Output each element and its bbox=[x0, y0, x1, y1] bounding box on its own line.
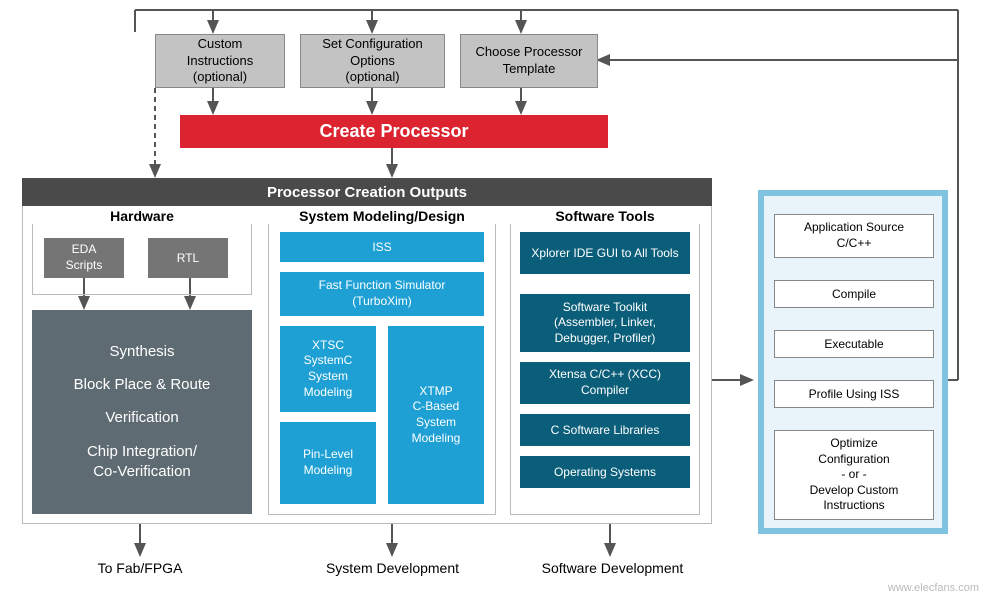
rtl-box: RTL bbox=[148, 238, 228, 278]
hardware-output-label: To Fab/FPGA bbox=[98, 560, 183, 576]
xcc-box: Xtensa C/C++ (XCC) Compiler bbox=[520, 362, 690, 404]
os-box: Operating Systems bbox=[520, 456, 690, 488]
xtsc-label: XTSC SystemC System Modeling bbox=[304, 338, 353, 400]
choose-template-box: Choose Processor Template bbox=[460, 34, 598, 88]
toolkit-label: Software Toolkit (Assembler, Linker, Deb… bbox=[554, 300, 656, 347]
hardware-output: To Fab/FPGA bbox=[60, 560, 220, 576]
watermark: www.elecfans.com bbox=[888, 582, 979, 594]
libs-label: C Software Libraries bbox=[551, 423, 660, 437]
chip-integration-label: Chip Integration/ Co-Verification bbox=[87, 442, 197, 481]
compile-box: Compile bbox=[774, 280, 934, 308]
swtools-output-label: Software Development bbox=[542, 560, 684, 576]
rtl-label: RTL bbox=[177, 251, 199, 265]
choose-template-label: Choose Processor Template bbox=[476, 44, 583, 78]
xtmp-box: XTMP C-Based System Modeling bbox=[388, 326, 484, 504]
sysmodel-output: System Development bbox=[300, 560, 485, 576]
optimize-label: Optimize Configuration - or - Develop Cu… bbox=[810, 436, 899, 514]
sysmodel-title: System Modeling/Design bbox=[268, 208, 496, 224]
iss-label: ISS bbox=[372, 240, 391, 254]
hardware-title-label: Hardware bbox=[110, 208, 174, 224]
swtools-title-label: Software Tools bbox=[555, 208, 654, 224]
create-processor-box: Create Processor bbox=[180, 115, 608, 148]
outputs-header-label: Processor Creation Outputs bbox=[267, 184, 467, 201]
block-place-route-label: Block Place & Route bbox=[74, 376, 211, 393]
xcc-label: Xtensa C/C++ (XCC) Compiler bbox=[549, 367, 661, 398]
xtmp-label: XTMP C-Based System Modeling bbox=[412, 384, 461, 446]
toolkit-box: Software Toolkit (Assembler, Linker, Deb… bbox=[520, 294, 690, 352]
eda-scripts-label: EDA Scripts bbox=[66, 242, 103, 273]
ffs-box: Fast Function Simulator (TurboXim) bbox=[280, 272, 484, 316]
custom-instructions-box: Custom Instructions (optional) bbox=[155, 34, 285, 88]
set-config-box: Set Configuration Options (optional) bbox=[300, 34, 445, 88]
xplorer-label: Xplorer IDE GUI to All Tools bbox=[531, 246, 678, 260]
sysmodel-title-label: System Modeling/Design bbox=[299, 208, 465, 224]
sysmodel-output-label: System Development bbox=[326, 560, 459, 576]
app-source-label: Application Source C/C++ bbox=[804, 220, 904, 251]
os-label: Operating Systems bbox=[554, 465, 656, 479]
app-source-box: Application Source C/C++ bbox=[774, 214, 934, 258]
create-processor-label: Create Processor bbox=[319, 121, 468, 142]
outputs-header: Processor Creation Outputs bbox=[22, 178, 712, 206]
xplorer-box: Xplorer IDE GUI to All Tools bbox=[520, 232, 690, 274]
swtools-title: Software Tools bbox=[510, 208, 700, 224]
set-config-label: Set Configuration Options (optional) bbox=[322, 36, 422, 87]
verification-label: Verification bbox=[105, 409, 178, 426]
profile-label: Profile Using ISS bbox=[809, 387, 900, 401]
pin-level-box: Pin-Level Modeling bbox=[280, 422, 376, 504]
hardware-flow-box: Synthesis Block Place & Route Verificati… bbox=[32, 310, 252, 514]
synthesis-label: Synthesis bbox=[109, 343, 174, 360]
swtools-output: Software Development bbox=[520, 560, 705, 576]
hardware-title: Hardware bbox=[32, 208, 252, 224]
executable-box: Executable bbox=[774, 330, 934, 358]
eda-scripts-box: EDA Scripts bbox=[44, 238, 124, 278]
xtsc-box: XTSC SystemC System Modeling bbox=[280, 326, 376, 412]
ffs-label: Fast Function Simulator (TurboXim) bbox=[319, 278, 446, 309]
profile-box: Profile Using ISS bbox=[774, 380, 934, 408]
custom-instructions-label: Custom Instructions (optional) bbox=[187, 36, 253, 87]
pin-level-label: Pin-Level Modeling bbox=[303, 447, 353, 478]
executable-label: Executable bbox=[824, 337, 883, 351]
compile-label: Compile bbox=[832, 287, 876, 301]
libs-box: C Software Libraries bbox=[520, 414, 690, 446]
iss-box: ISS bbox=[280, 232, 484, 262]
optimize-box: Optimize Configuration - or - Develop Cu… bbox=[774, 430, 934, 520]
watermark-label: www.elecfans.com bbox=[888, 582, 979, 594]
